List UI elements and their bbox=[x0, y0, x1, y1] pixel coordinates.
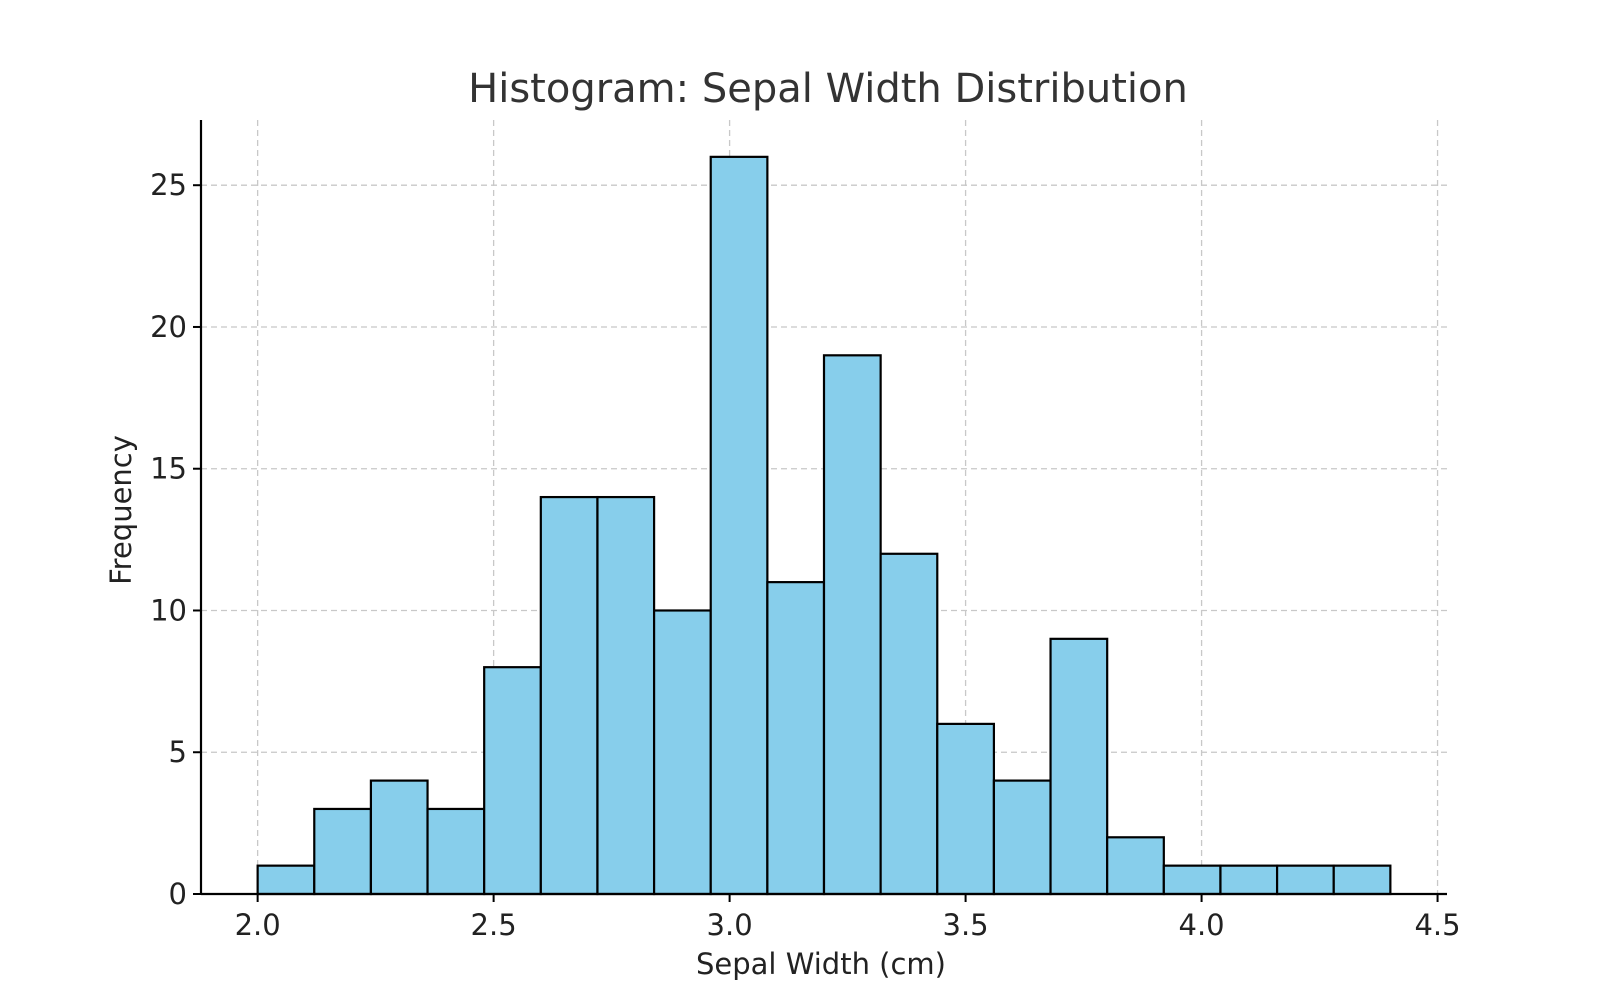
chart-title: Histogram: Sepal Width Distribution bbox=[468, 66, 1188, 112]
y-tick-label-5: 25 bbox=[150, 168, 187, 202]
y-tick-label-3: 15 bbox=[150, 452, 187, 486]
x-axis-label: Sepal Width (cm) bbox=[696, 947, 946, 981]
histogram-bar-4 bbox=[483, 666, 542, 896]
histogram-bar-3 bbox=[426, 807, 486, 896]
histogram-bar-10 bbox=[822, 354, 882, 896]
histogram-bar-7 bbox=[652, 609, 712, 896]
histogram-bar-19 bbox=[1332, 864, 1392, 896]
bars-layer bbox=[256, 155, 1392, 896]
histogram-bar-8 bbox=[709, 155, 769, 896]
x-tick-label-5: 4.5 bbox=[1414, 908, 1460, 942]
y-tick-label-1: 5 bbox=[169, 735, 187, 769]
histogram-bar-14 bbox=[1049, 637, 1109, 896]
x-tick-label-4: 4.0 bbox=[1179, 908, 1225, 942]
ticks-layer: 2.0 2.5 3.0 3.5 4.0 4.5 0 5 10 15 20 25 bbox=[150, 168, 1461, 942]
y-tick-label-2: 10 bbox=[150, 593, 187, 627]
histogram-bar-17 bbox=[1219, 864, 1279, 896]
histogram-bar-9 bbox=[766, 581, 826, 896]
histogram-bar-6 bbox=[596, 495, 656, 896]
histogram-bar-5 bbox=[539, 495, 599, 896]
axes-layer bbox=[199, 120, 1447, 896]
histogram-bar-1 bbox=[313, 807, 373, 896]
x-tick-label-2: 3.0 bbox=[707, 908, 753, 942]
histogram-bar-2 bbox=[369, 779, 429, 896]
histogram-bar-13 bbox=[992, 779, 1052, 896]
y-tick-label-0: 0 bbox=[169, 877, 187, 911]
y-tick-label-4: 20 bbox=[150, 310, 187, 344]
histogram-bar-16 bbox=[1162, 864, 1222, 896]
y-axis-label: Frequency bbox=[104, 435, 138, 585]
histogram-bar-12 bbox=[936, 722, 996, 896]
x-tick-label-3: 3.5 bbox=[943, 908, 989, 942]
histogram-bar-11 bbox=[879, 552, 939, 896]
histogram-bar-18 bbox=[1275, 864, 1335, 896]
x-tick-label-0: 2.0 bbox=[235, 908, 281, 942]
histogram-bar-0 bbox=[256, 864, 316, 896]
histogram-bar-15 bbox=[1106, 836, 1165, 896]
x-tick-label-1: 2.5 bbox=[471, 908, 517, 942]
